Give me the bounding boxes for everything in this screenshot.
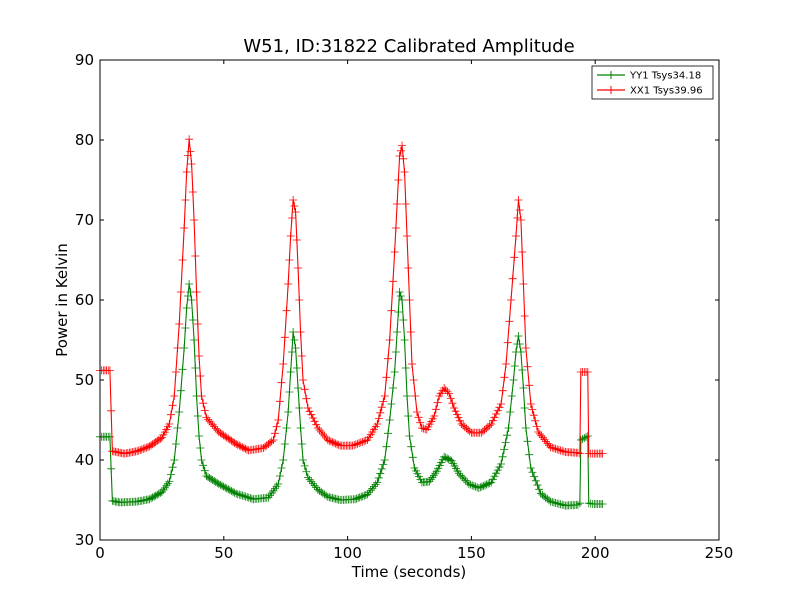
y-tick-label: 90 <box>75 51 94 69</box>
y-tick-label: 60 <box>75 291 94 309</box>
y-tick-label: 40 <box>75 451 94 469</box>
x-tick-label: 150 <box>457 544 486 562</box>
x-tick-label: 250 <box>705 544 734 562</box>
y-tick-label: 50 <box>75 371 94 389</box>
legend-entry-xx1: XX1 Tsys39.96 <box>597 86 703 97</box>
x-axis-ticks: 0 50 100 150 200 250 <box>95 60 733 562</box>
x-tick-label: 50 <box>214 544 233 562</box>
legend-label-yy1: YY1 Tsys34.18 <box>629 71 701 82</box>
legend-box <box>591 65 714 100</box>
y-tick-label: 70 <box>75 211 94 229</box>
series-xx1 <box>96 135 607 458</box>
x-tick-label: 0 <box>95 544 105 562</box>
x-tick-label: 200 <box>581 544 610 562</box>
legend-marker-yy1 <box>607 71 615 79</box>
y-tick-label: 80 <box>75 131 94 149</box>
legend: YY1 Tsys34.18 XX1 Tsys39.96 <box>591 65 714 100</box>
series-layer <box>96 135 607 510</box>
y-tick-label: 30 <box>75 531 94 549</box>
x-tick-label: 100 <box>333 544 362 562</box>
y-axis-ticks: 30 40 50 60 70 80 90 <box>75 51 719 549</box>
legend-label-xx1: XX1 Tsys39.96 <box>630 86 703 97</box>
legend-entry-yy1: YY1 Tsys34.18 <box>597 71 701 82</box>
legend-marker-xx1 <box>607 86 615 94</box>
x-axis-label: Time (seconds) <box>351 563 467 581</box>
chart-title: W51, ID:31822 Calibrated Amplitude <box>243 36 574 57</box>
y-axis-label: Power in Kelvin <box>53 243 71 357</box>
